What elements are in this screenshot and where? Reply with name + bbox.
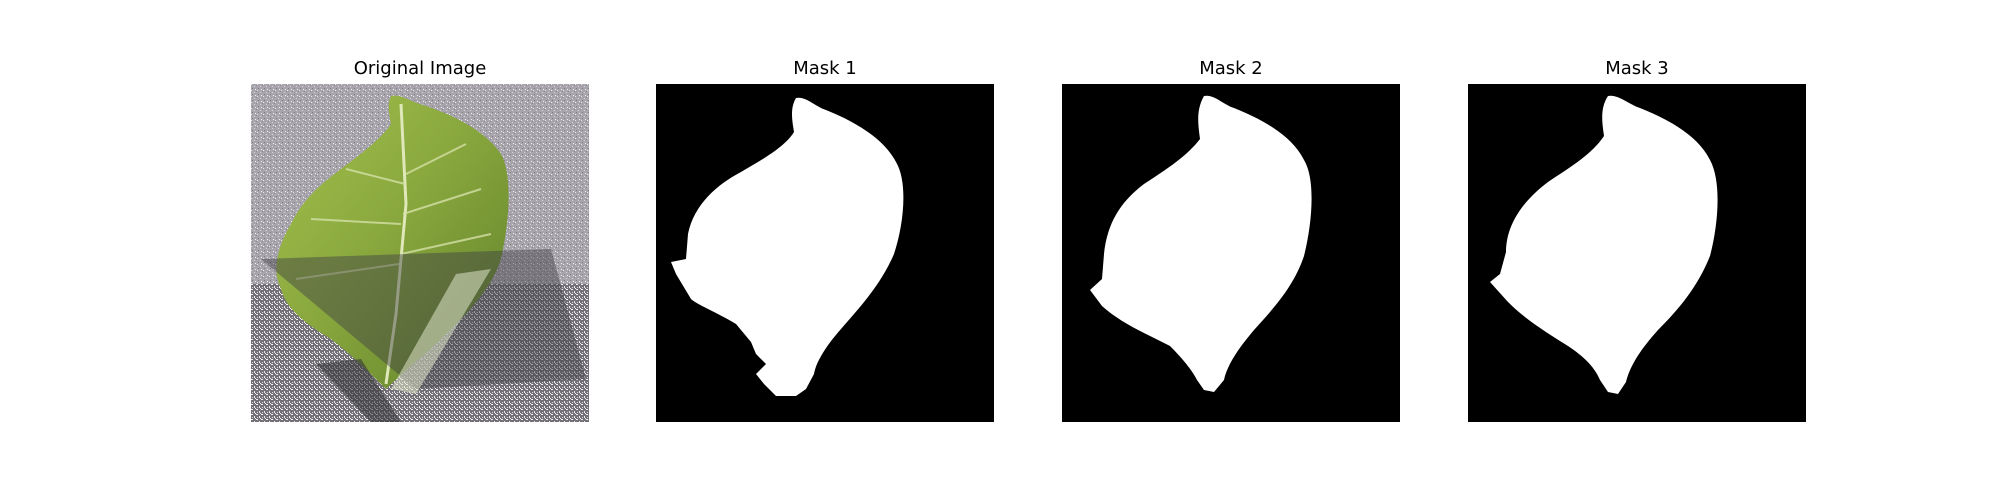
panel-title: Mask 1 [793,58,857,79]
light-overlay [391,269,491,394]
shadow-overlay-small [316,359,401,422]
panel-title: Mask 3 [1605,58,1669,79]
mask-2-shape [1090,95,1312,392]
original-leaf-photo [251,84,589,422]
panel-title: Original Image [353,58,487,79]
leaf-midrib [384,103,408,385]
mask-1-image [656,84,994,422]
mask-1-shape [671,97,904,396]
mask-3-image [1468,84,1806,422]
mask-3-shape [1490,95,1718,394]
shadow-overlay [261,249,586,389]
leaf-veins [295,143,492,280]
panel-title: Mask 2 [1199,58,1263,79]
mask-2-image [1062,84,1400,422]
